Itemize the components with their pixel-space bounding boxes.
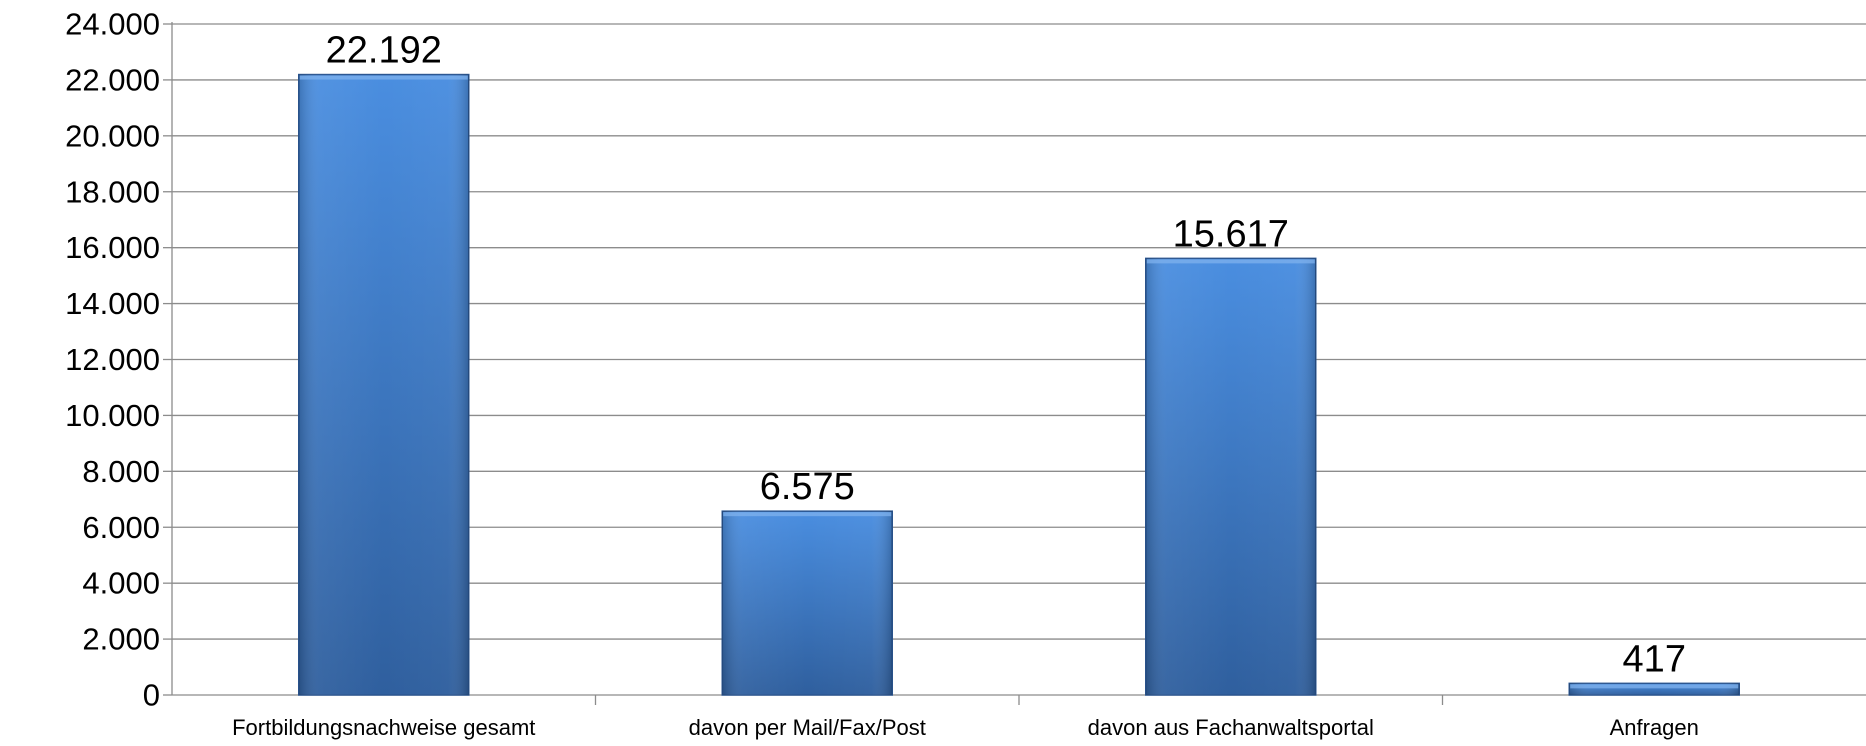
category-label: Anfragen <box>1610 715 1699 740</box>
category-label: Fortbildungsnachweise gesamt <box>232 715 535 740</box>
data-labels: 22.192 6.575 15.617 417 <box>326 30 1686 681</box>
y-tick-label: 6.000 <box>82 510 160 545</box>
y-tick-label: 4.000 <box>82 566 160 601</box>
y-tick-label: 12.000 <box>65 342 160 377</box>
bar-highlight <box>1146 259 1315 264</box>
bar-group <box>1568 682 1740 696</box>
bars <box>298 73 1740 696</box>
y-tick-label: 0 <box>143 678 160 713</box>
bar-sheen <box>722 511 893 695</box>
y-tick-label: 18.000 <box>65 174 160 209</box>
y-tick-label: 14.000 <box>65 286 160 321</box>
bar-highlight <box>723 512 892 517</box>
y-tick-labels: 0 2.000 4.000 6.000 8.000 10.000 12.000 14.000 1… <box>65 7 160 713</box>
bar-highlight <box>299 75 468 80</box>
bar-highlight <box>1570 684 1739 689</box>
category-label: davon per Mail/Fax/Post <box>689 715 926 740</box>
data-label: 15.617 <box>1173 213 1289 255</box>
y-tick-label: 24.000 <box>65 7 160 42</box>
bar-sheen <box>1145 258 1316 695</box>
bar-group <box>721 510 893 696</box>
y-tick-label: 16.000 <box>65 230 160 265</box>
bar-sheen <box>1569 683 1740 695</box>
bar-group <box>1145 257 1317 696</box>
category-labels: Fortbildungsnachweise gesamt davon per Ma… <box>232 715 1699 740</box>
data-label: 6.575 <box>760 466 855 508</box>
y-tick-label: 8.000 <box>82 454 160 489</box>
data-label: 417 <box>1623 638 1686 680</box>
y-tick-label: 22.000 <box>65 62 160 97</box>
y-tick-label: 20.000 <box>65 118 160 153</box>
data-label: 22.192 <box>326 30 442 72</box>
bar-sheen <box>298 74 469 696</box>
y-tick-label: 2.000 <box>82 622 160 657</box>
category-label: davon aus Fachanwaltsportal <box>1088 715 1374 740</box>
y-tick-label: 10.000 <box>65 398 160 433</box>
bar-group <box>298 73 470 696</box>
